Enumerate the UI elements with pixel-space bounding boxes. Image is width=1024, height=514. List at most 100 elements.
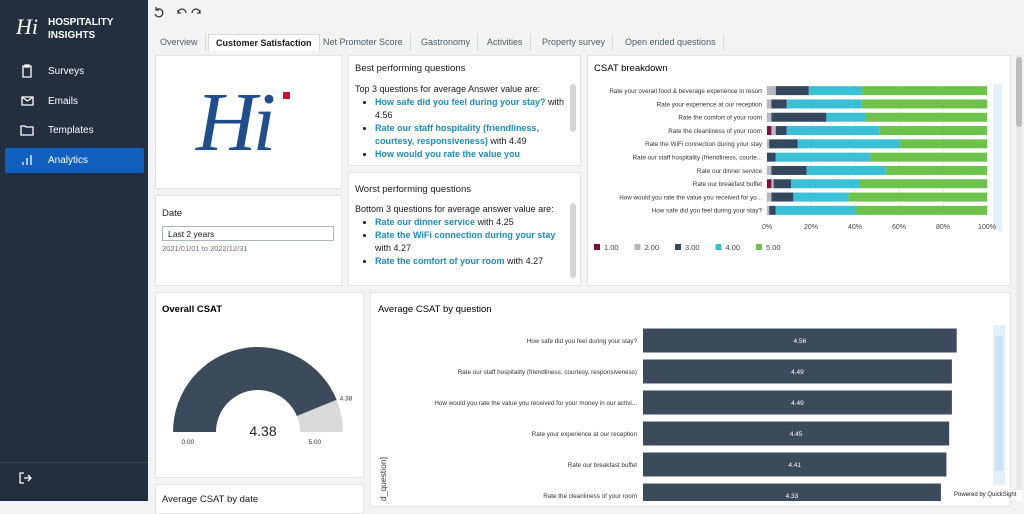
question-link[interactable]: How safe did you feel during your stay? <box>375 97 546 107</box>
value-label: 4.49 <box>791 400 804 407</box>
logout-icon[interactable] <box>18 471 32 485</box>
gauge-end-label: 4.38 <box>340 396 353 403</box>
question: Rate our dinner service with 4.25 <box>375 216 570 229</box>
bar-segment <box>775 152 871 162</box>
y-axis-label: d_question] <box>378 457 388 501</box>
x-tick-label: 100% <box>978 224 996 231</box>
menu-item[interactable]: Templates <box>5 118 144 143</box>
date-select[interactable]: Last 2 years <box>162 226 334 241</box>
best-list: Top 3 questions for average Answer value… <box>355 83 570 161</box>
chart-title: Overall CSAT <box>162 304 222 315</box>
bar <box>643 390 952 415</box>
bar-segment <box>885 165 987 175</box>
brand: HOSPITALITY INSIGHTS <box>48 16 113 42</box>
tab[interactable]: Open ended questions <box>618 34 724 51</box>
menu-icon <box>21 95 34 106</box>
y-tick-label: Rate our breakfast buffet <box>693 181 762 188</box>
tab[interactable]: Overview <box>153 34 206 51</box>
connector: with <box>477 217 494 227</box>
x-tick-label: 0% <box>762 224 772 231</box>
scrollbar[interactable] <box>570 203 576 278</box>
bar-segment <box>879 126 987 136</box>
date-title: Date <box>162 208 183 219</box>
bar-segment <box>769 139 798 149</box>
y-tick-label: Rate your experience at our reception <box>532 431 638 438</box>
bar-segment <box>793 192 849 202</box>
bar <box>643 452 947 477</box>
question-link[interactable]: Rate the comfort of your room <box>375 256 505 266</box>
menu-item[interactable]: Emails <box>5 89 144 114</box>
intro: Top 3 questions for average Answer value… <box>355 84 541 94</box>
page-scroll[interactable] <box>1016 55 1022 501</box>
best-title: Best performing questions <box>355 63 466 74</box>
bar-segment <box>786 99 862 109</box>
menu-item[interactable]: Analytics <box>5 147 144 173</box>
legend-label: 2.00 <box>645 243 660 252</box>
bar-segment <box>769 205 776 215</box>
value-label: 4.45 <box>790 431 803 438</box>
bar-segment <box>767 165 772 175</box>
legend-label: 1.00 <box>604 243 619 252</box>
question-link[interactable]: How would you rate the value you <box>375 149 521 159</box>
tab[interactable]: Net Promoter Score <box>316 34 411 51</box>
footer: Powered by QuickSight <box>942 490 1022 501</box>
bar <box>643 359 952 384</box>
bar-segment <box>771 179 774 189</box>
bar-segment <box>786 126 880 136</box>
question-link[interactable]: Rate our staff hospitality (friendliness… <box>375 123 540 146</box>
bar-segment <box>866 112 987 122</box>
bar-segment <box>861 99 987 109</box>
date-panel: Date Last 2 years 2021/01/01 to 2022/12/… <box>155 195 342 286</box>
question-list: Rate our dinner service with 4.25Rate th… <box>355 216 570 268</box>
gauge-tick-label: 5.00 <box>309 439 322 446</box>
bar-segment <box>775 86 809 96</box>
connector: with <box>490 136 507 146</box>
y-tick-label: Rate the comfort of your room <box>678 115 762 122</box>
chart-title: CSAT breakdown <box>594 63 668 74</box>
undo-icon[interactable] <box>177 8 187 14</box>
x-tick-label: 40% <box>848 224 862 231</box>
icon-path <box>22 64 32 78</box>
legend-label: 3.00 <box>685 243 700 252</box>
legend-label: 4.00 <box>726 243 741 252</box>
page-scroll-thumb[interactable] <box>1016 57 1022 127</box>
bar <box>643 328 957 353</box>
refresh-icon[interactable] <box>154 7 164 18</box>
tab[interactable]: Activities <box>480 34 531 51</box>
y-tick-label: Rate our staff hospitality (friendliness… <box>633 154 763 161</box>
question-link[interactable]: Rate our dinner service <box>375 217 476 227</box>
bar-segment <box>899 139 987 149</box>
y-tick-label: Rate the WiFi connection during your sta… <box>645 141 763 148</box>
value-label: 4.33 <box>786 493 799 500</box>
menu-item[interactable]: Surveys <box>5 59 144 84</box>
scrollbar[interactable] <box>570 84 576 132</box>
redo-icon[interactable] <box>191 8 201 14</box>
icon-path <box>21 95 34 106</box>
scroll-thumb <box>995 336 1003 471</box>
question-link[interactable]: Rate the WiFi connection during your sta… <box>375 230 556 240</box>
tab[interactable]: Customer Satisfaction <box>208 34 320 51</box>
gauge-tick-label: 0.00 <box>182 439 195 446</box>
bar-segment <box>848 192 987 202</box>
y-tick-label: Rate the cleanliness of your room <box>668 128 762 135</box>
scroll-track <box>993 84 1002 231</box>
bar-segment <box>771 112 827 122</box>
date-range: 2021/01/01 to 2022/12/31 <box>162 244 248 253</box>
bar-segment <box>775 126 787 136</box>
tab[interactable]: Gastronomy <box>414 34 479 51</box>
icon-path <box>20 125 34 136</box>
bar-segment <box>767 179 772 189</box>
score: 4.25 <box>496 217 514 227</box>
legend-label: 5.00 <box>766 243 781 252</box>
connector: with <box>375 243 392 253</box>
connector: with <box>507 256 524 266</box>
tab[interactable]: Property survey <box>535 34 614 51</box>
sidebar-logo: Hi <box>16 14 38 39</box>
bar-segment <box>861 86 987 96</box>
y-tick-label: How safe did you feel during your stay? <box>652 208 763 215</box>
gauge-track <box>296 399 343 432</box>
bar <box>643 421 950 446</box>
bar-segment <box>773 179 792 189</box>
icon-path <box>22 154 32 165</box>
question: Rate the comfort of your room with 4.27 <box>375 255 570 268</box>
